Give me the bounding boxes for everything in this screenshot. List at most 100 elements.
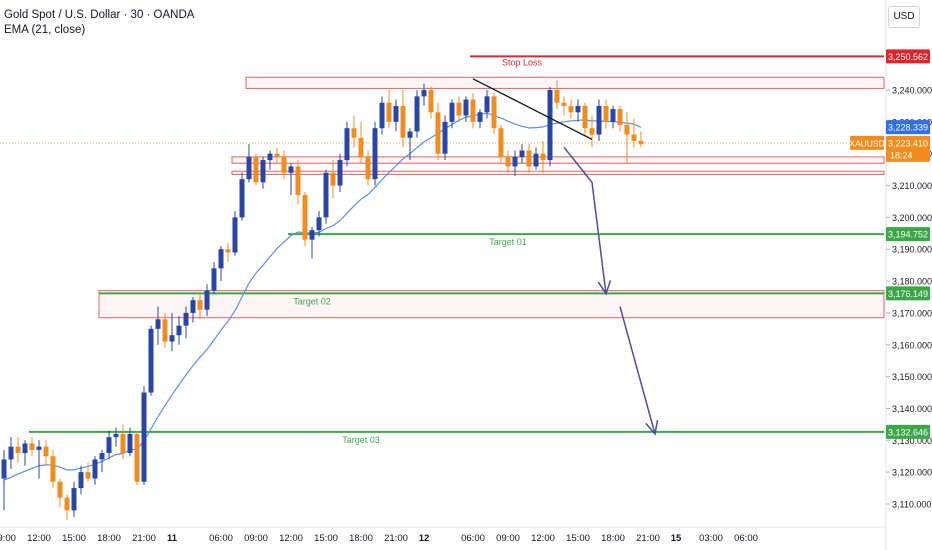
candle-body — [589, 128, 595, 135]
candle — [120, 424, 126, 460]
candle — [316, 211, 322, 237]
candle — [330, 160, 336, 199]
candle — [414, 90, 420, 138]
x-tick-label: 06:00 — [734, 533, 758, 544]
candle — [421, 83, 427, 106]
candle — [85, 462, 91, 482]
symbol-badge-label: XAUUSD — [849, 138, 884, 148]
candle — [603, 99, 609, 129]
candle — [596, 99, 602, 141]
price-badge-label: 3,223.410 — [888, 138, 928, 148]
candle — [512, 150, 518, 176]
levels-layer: Stop Loss Target 01 Target 02 Target 03 — [0, 55, 884, 445]
x-tick-label: 21:00 — [636, 533, 660, 544]
candle-body — [456, 102, 462, 116]
candle — [309, 226, 315, 259]
y-tick-label: 3,240.000 — [892, 86, 932, 96]
candle — [547, 86, 553, 167]
y-tick-label: 3,210.000 — [892, 181, 932, 191]
candle-body — [393, 105, 399, 122]
candle — [428, 86, 434, 119]
x-tick-label: 21:00 — [132, 533, 156, 544]
symbol-title[interactable]: Gold Spot / U.S. Dollar · 30 · OANDA — [4, 9, 195, 21]
candle-body — [449, 102, 455, 122]
candle — [29, 437, 35, 457]
candle-body — [540, 153, 546, 161]
candle — [484, 90, 490, 119]
candle-body — [547, 90, 553, 161]
arrow-head — [597, 280, 612, 296]
candle-body — [260, 160, 266, 183]
x-tick-label: 06:00 — [209, 533, 233, 544]
candle-body — [624, 125, 630, 135]
candle-body — [442, 121, 448, 154]
candle — [456, 96, 462, 122]
candle-body — [134, 433, 140, 482]
candle — [204, 284, 210, 317]
candle — [183, 306, 189, 339]
candle — [92, 456, 98, 485]
candle — [386, 90, 392, 129]
candle-body — [351, 128, 357, 138]
zones-layer — [98, 76, 885, 319]
candle-body — [232, 217, 238, 253]
candle-body — [316, 217, 322, 231]
candle-body — [274, 153, 280, 157]
countdown-label: 18:24 — [890, 150, 913, 160]
candle-body — [533, 153, 539, 167]
candle — [15, 437, 21, 463]
candle-body — [414, 96, 420, 132]
candle-body — [204, 290, 210, 310]
projection-arrow — [619, 306, 656, 435]
candle — [533, 147, 539, 170]
y-tick-label: 3,130.000 — [892, 436, 932, 446]
x-tick-label: 12:00 — [279, 533, 303, 544]
y-tick-label: 3,170.000 — [892, 308, 932, 318]
x-tick-label: 18:00 — [349, 533, 373, 544]
candle-body — [358, 137, 364, 157]
candle — [211, 261, 217, 294]
candle — [491, 93, 497, 135]
candle-body — [400, 105, 406, 138]
candle-body — [309, 230, 315, 240]
candle — [36, 440, 42, 479]
candle — [218, 246, 224, 282]
candle — [407, 128, 413, 161]
candle-body — [365, 156, 371, 180]
currency-button[interactable]: USD — [888, 6, 920, 28]
candle — [519, 144, 525, 164]
candle-body — [638, 140, 644, 145]
candle — [610, 105, 616, 129]
candle-body — [484, 96, 490, 113]
candle — [554, 80, 560, 110]
x-tick-label: 12:00 — [531, 533, 555, 544]
candle-body — [85, 472, 91, 479]
candle-body — [15, 446, 21, 454]
indicator-legend[interactable]: EMA (21, close) — [4, 24, 86, 36]
candle-body — [323, 172, 329, 218]
candle-body — [127, 433, 133, 454]
candle — [113, 427, 119, 447]
candle-body — [386, 102, 392, 122]
candle — [435, 102, 441, 161]
sr-zone — [245, 76, 885, 89]
candle — [379, 96, 385, 135]
candle-body — [78, 472, 84, 489]
candle — [463, 96, 469, 122]
candle — [78, 465, 84, 495]
candle — [575, 99, 581, 122]
x-tick-label: 12 — [419, 533, 430, 544]
candle — [344, 121, 350, 167]
candle — [106, 430, 112, 460]
ema-layer — [3, 112, 642, 481]
candle-body — [421, 90, 427, 97]
candle — [302, 191, 308, 247]
candle — [155, 306, 161, 345]
candle — [624, 112, 630, 164]
candle — [323, 169, 329, 224]
level-label: Target 03 — [342, 435, 380, 445]
candle — [393, 99, 399, 132]
candle — [50, 449, 56, 489]
candle-body — [8, 446, 14, 460]
